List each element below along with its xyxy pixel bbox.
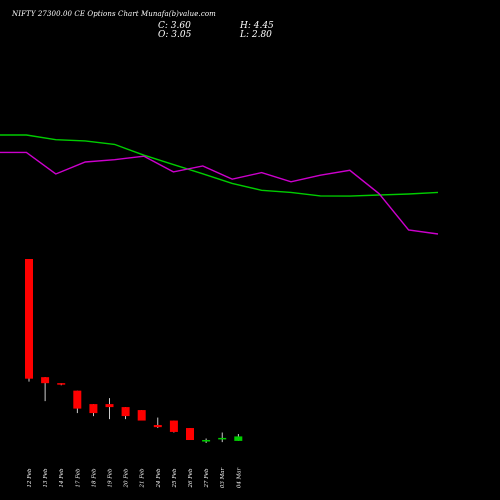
fast-moving-average-line — [0, 151, 439, 235]
x-tick-label: 18 Feb — [91, 468, 97, 488]
x-tick-label: 21 Feb — [140, 468, 146, 489]
x-tick-label: 27 Feb — [204, 468, 210, 489]
candle-body — [218, 437, 227, 440]
candle-7 — [137, 410, 146, 421]
x-tick-label: 14 Feb — [59, 468, 65, 488]
close-value: C: 3.60 — [158, 21, 191, 31]
candle-body — [41, 377, 50, 384]
chart-title-suffix: (b) — [168, 10, 179, 18]
candle-2 — [57, 383, 66, 386]
candle-5 — [105, 398, 114, 420]
x-tick-label: 12 Feb — [27, 468, 33, 488]
x-tick-label: 17 Feb — [75, 468, 81, 488]
candle-3 — [73, 390, 82, 414]
candle-body — [89, 404, 98, 414]
candle-body — [73, 390, 82, 409]
candle-body — [234, 436, 243, 441]
x-tick-label: 19 Feb — [108, 468, 114, 488]
high-value: H: 4.45 — [240, 21, 274, 31]
candle-4 — [89, 404, 98, 417]
candle-13 — [234, 434, 243, 441]
candlestick-layer — [25, 259, 243, 443]
candle-0 — [25, 259, 33, 382]
x-axis-labels: 12 Feb 13 Feb 14 Feb 17 Feb 18 Feb 19 Feb 20 F… — [27, 467, 242, 488]
x-tick-label: 20 Feb — [124, 468, 130, 489]
x-tick-label: 13 Feb — [43, 468, 49, 488]
candle-1 — [41, 377, 50, 402]
candle-9 — [169, 420, 178, 433]
candle-body — [57, 383, 66, 385]
candle-12 — [218, 432, 227, 443]
candle-6 — [121, 407, 130, 420]
x-tick-label: 25 Feb — [172, 468, 178, 489]
candle-body — [137, 410, 146, 421]
candle-11 — [202, 438, 211, 443]
slow-moving-average-line — [0, 134, 439, 197]
candle-body — [202, 440, 211, 442]
x-tick-label: 03 Mar — [220, 467, 226, 488]
low-value: L: 2.80 — [240, 30, 272, 40]
candle-8 — [153, 417, 162, 429]
moving-average-layer — [0, 134, 439, 235]
open-value: O: 3.05 — [158, 30, 192, 40]
chart-title-rest: value.com — [178, 10, 216, 18]
chart-title: NIFTY 27300.00 CE Options Chart Munafa(b… — [12, 10, 216, 18]
chart-title-text: NIFTY 27300.00 CE Options Chart Munafa — [12, 10, 169, 18]
candle-body — [25, 259, 33, 379]
candle-body — [105, 404, 114, 408]
candle-body — [169, 420, 178, 432]
candle-10 — [186, 428, 194, 441]
x-tick-label: 26 Feb — [188, 468, 194, 489]
candle-body — [186, 428, 194, 441]
candle-body — [153, 425, 162, 428]
candle-body — [121, 407, 130, 417]
x-tick-label: 04 Mar — [236, 467, 242, 488]
x-tick-label: 24 Feb — [156, 468, 162, 489]
